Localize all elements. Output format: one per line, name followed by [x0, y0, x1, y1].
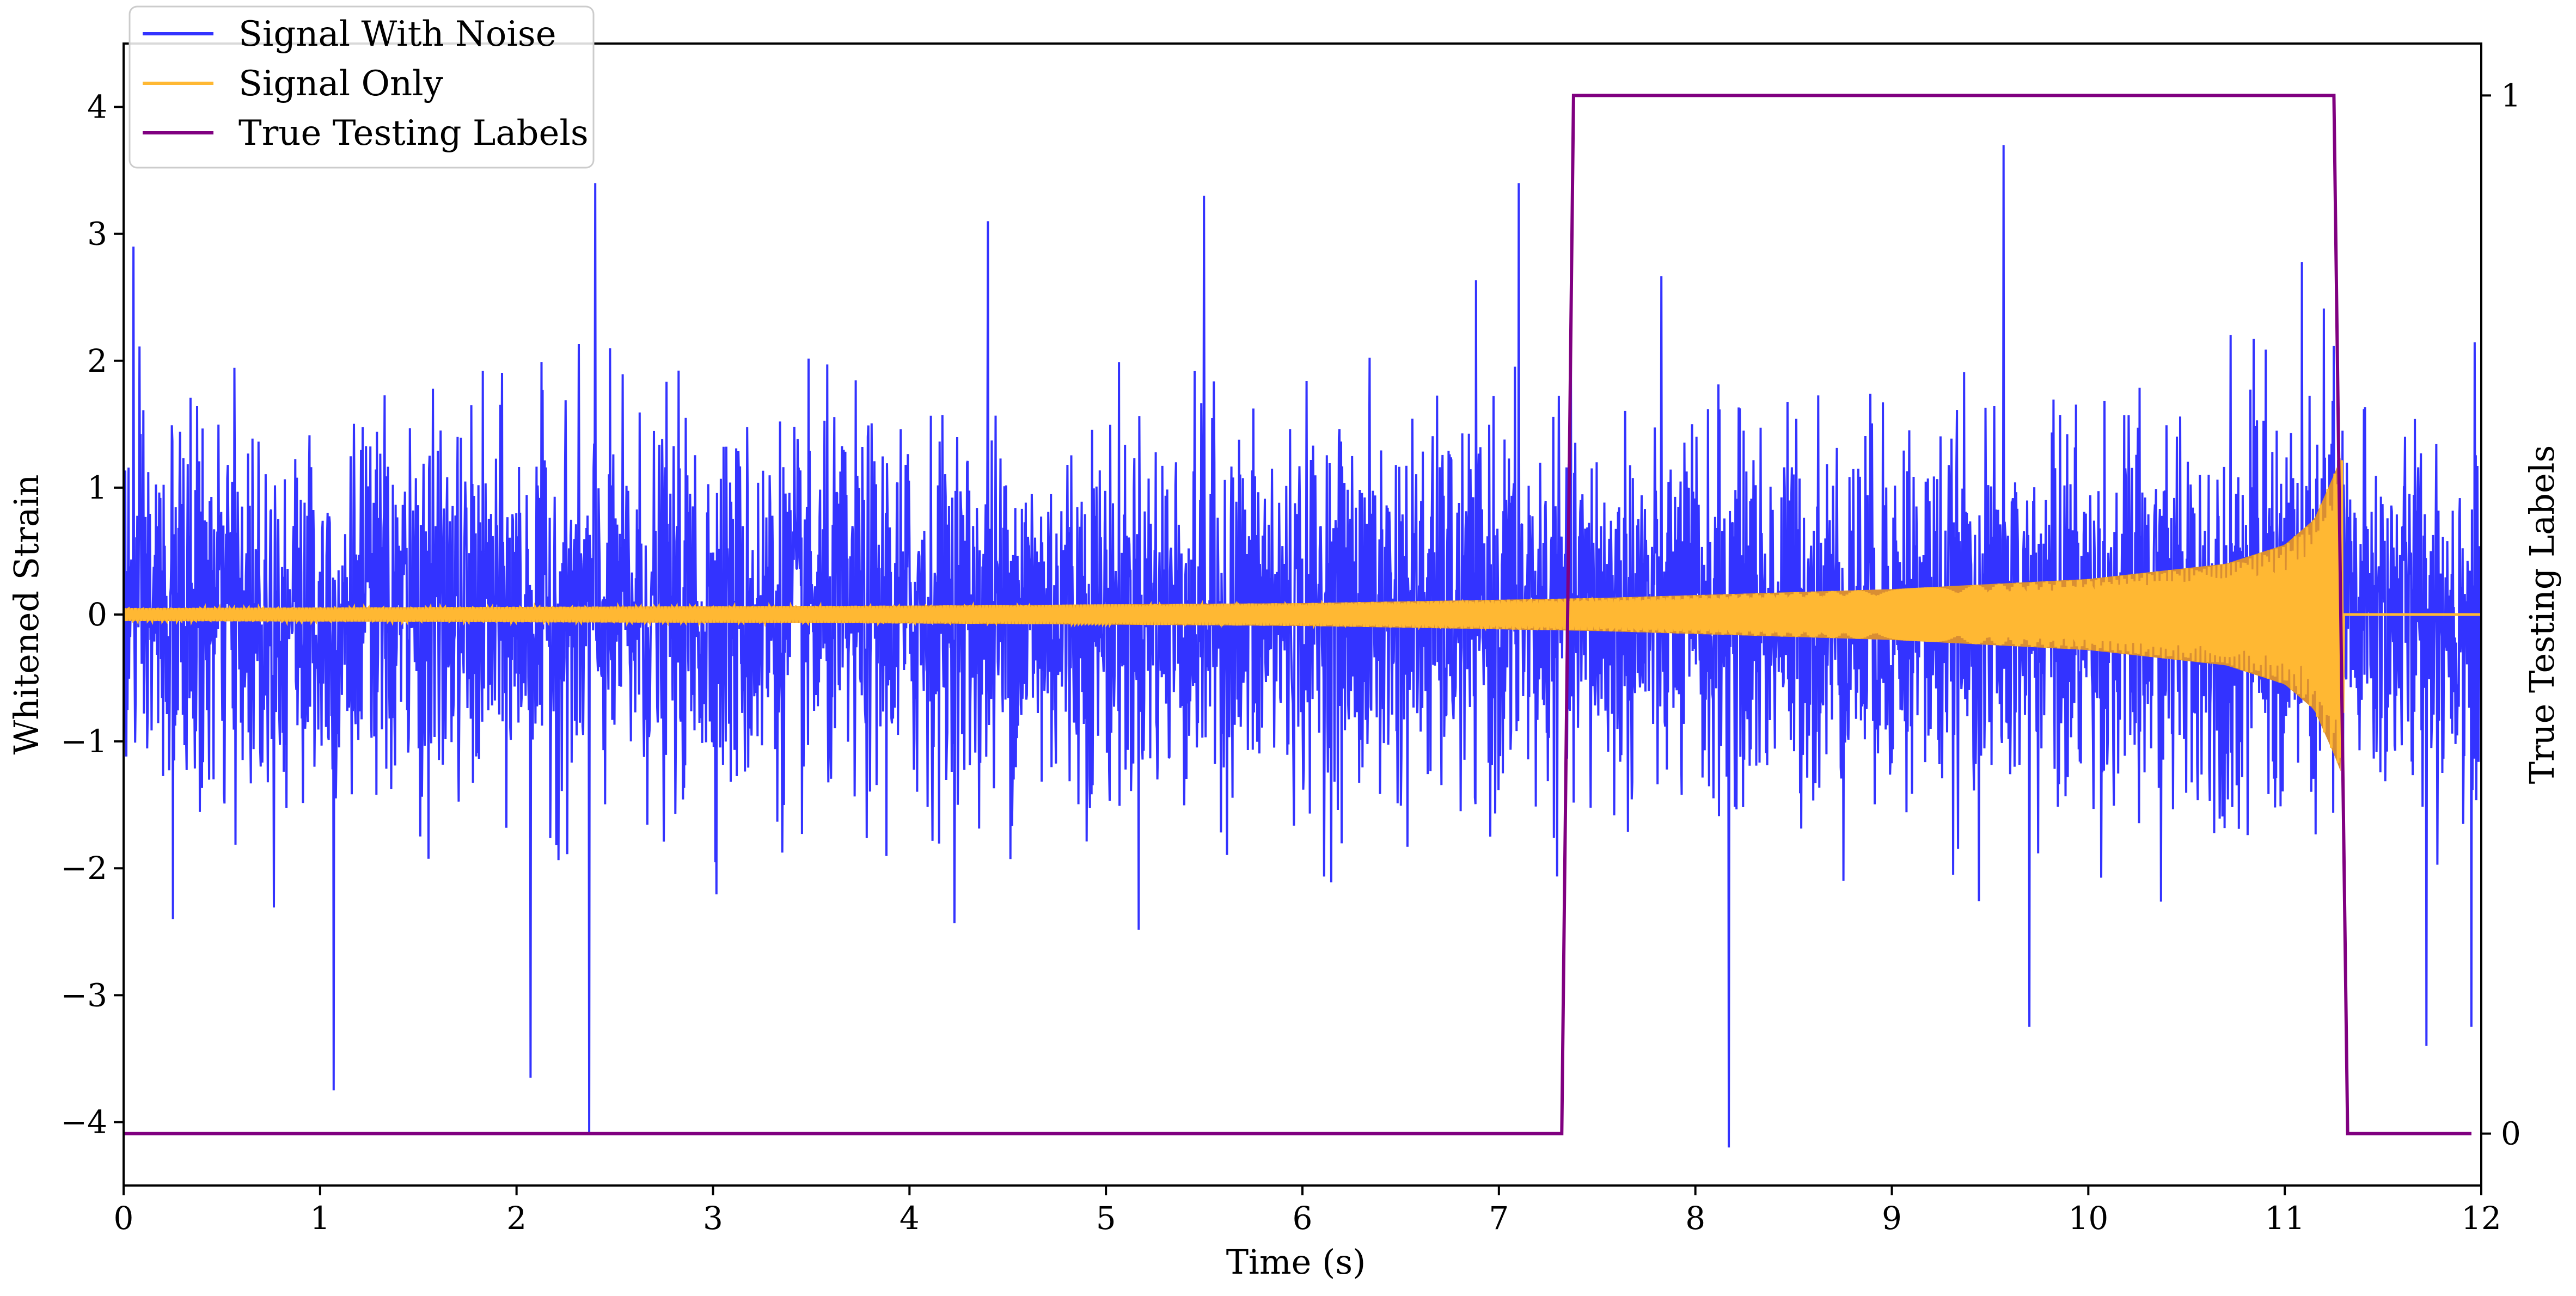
- x-tick-label: 9: [1882, 1200, 1902, 1237]
- y-axis-right-ticks: 01: [2481, 77, 2521, 1152]
- x-tick-label: 8: [1685, 1200, 1705, 1237]
- y-axis-right-label: True Testing Labels: [2522, 445, 2562, 784]
- signal-only-line: [124, 460, 2481, 763]
- x-axis-ticks: 0 1 2 3 4 5 6 7 8 9 10 11 12: [114, 1186, 2501, 1237]
- y-left-tick-label: −4: [61, 1103, 108, 1140]
- y-left-tick-label: 0: [87, 596, 107, 633]
- legend-label-signal-with-noise: Signal With Noise: [238, 14, 556, 54]
- x-tick-label: 10: [2068, 1200, 2108, 1237]
- y-right-tick-label: 1: [2501, 77, 2521, 114]
- y-right-tick-label: 0: [2501, 1115, 2521, 1152]
- legend-label-true-testing-labels: True Testing Labels: [238, 113, 589, 153]
- y-left-tick-label: −2: [61, 850, 108, 887]
- x-tick-label: 11: [2265, 1200, 2305, 1237]
- legend-label-signal-only: Signal Only: [238, 64, 443, 104]
- true-testing-labels-line: [124, 94, 2471, 1135]
- y-axis-left-ticks: −4 −3 −2 −1 0 1 2 3 4: [61, 89, 124, 1140]
- x-tick-label: 3: [703, 1200, 723, 1237]
- x-tick-label: 1: [310, 1200, 330, 1237]
- x-tick-label: 7: [1489, 1200, 1509, 1237]
- y-left-tick-label: 3: [87, 216, 107, 253]
- y-left-tick-label: 2: [87, 342, 107, 379]
- x-tick-label: 6: [1293, 1200, 1313, 1237]
- plot-area: [124, 94, 2481, 1148]
- x-tick-label: 2: [506, 1200, 527, 1237]
- y-axis-left-label: Whitened Strain: [7, 475, 46, 755]
- x-tick-label: 4: [900, 1200, 920, 1237]
- x-tick-label: 5: [1096, 1200, 1116, 1237]
- y-left-tick-label: 4: [87, 89, 107, 126]
- legend-box: [129, 5, 595, 169]
- y-left-tick-label: 1: [87, 469, 107, 506]
- x-axis-label: Time (s): [1226, 1242, 1366, 1282]
- legend: Signal With Noise Signal Only True Testi…: [129, 5, 595, 169]
- y-left-tick-label: −1: [61, 723, 108, 760]
- x-tick-label: 12: [2461, 1200, 2501, 1237]
- y-left-tick-label: −3: [61, 976, 108, 1014]
- x-tick-label: 0: [114, 1200, 134, 1237]
